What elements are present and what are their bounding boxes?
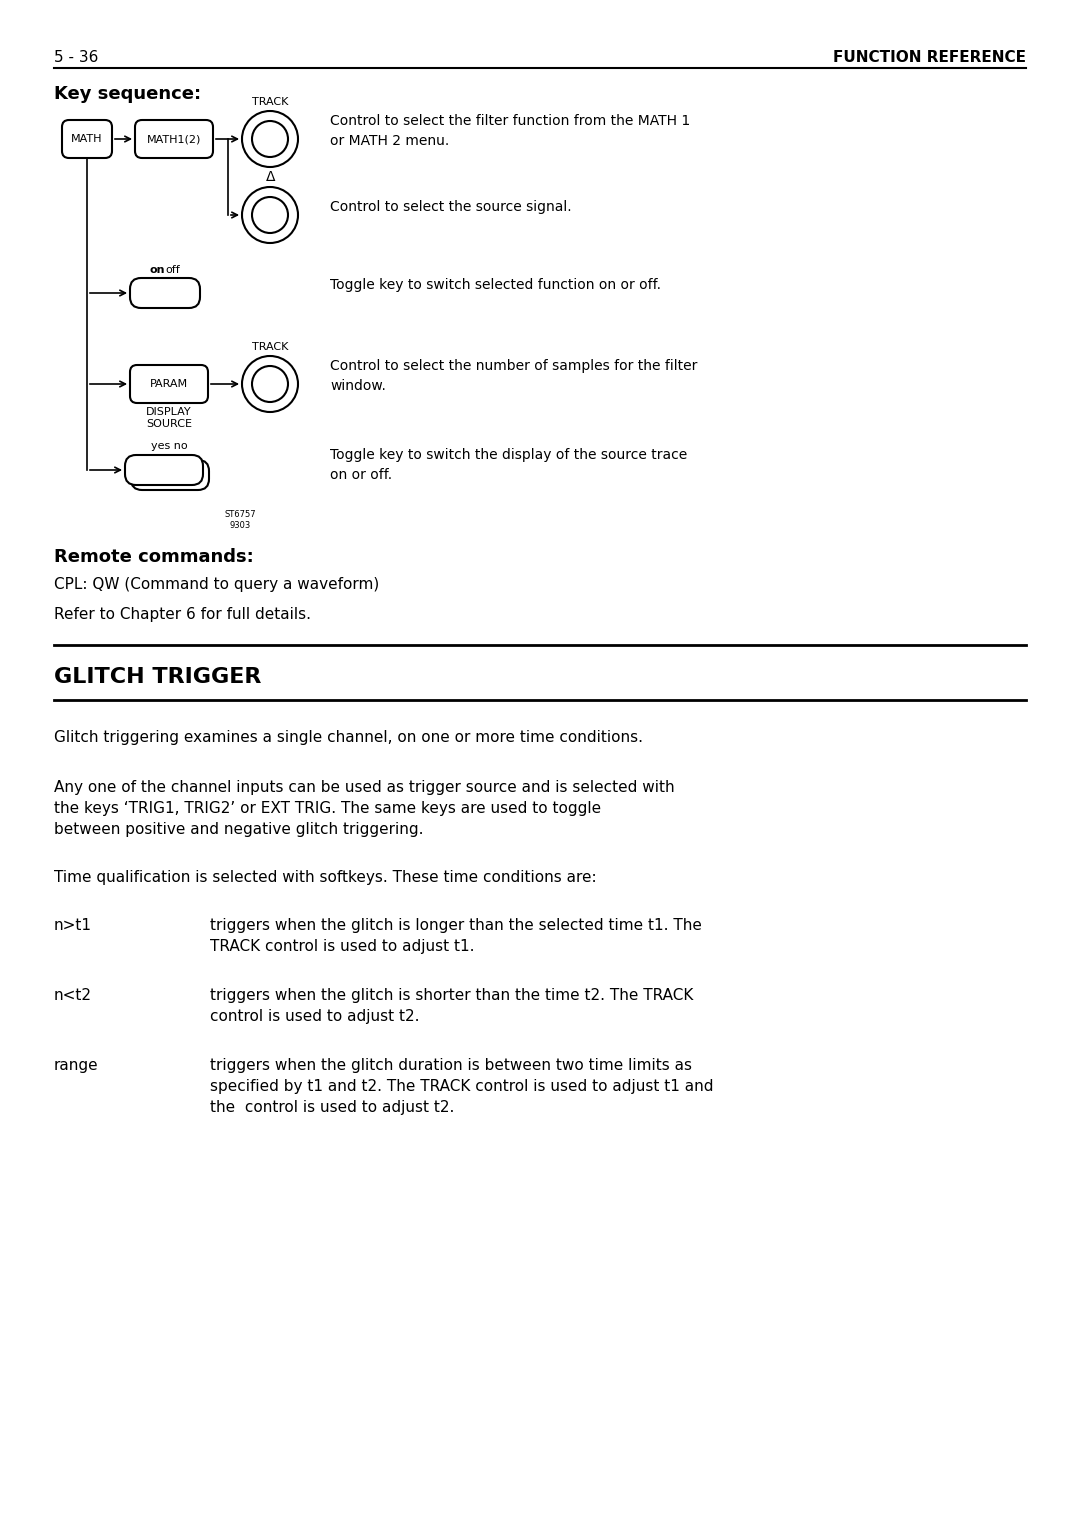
Text: n>t1: n>t1 xyxy=(54,917,92,933)
Text: Toggle key to switch the display of the source trace
on or off.: Toggle key to switch the display of the … xyxy=(330,448,687,482)
Text: Time qualification is selected with softkeys. These time conditions are:: Time qualification is selected with soft… xyxy=(54,870,596,885)
FancyBboxPatch shape xyxy=(62,119,112,157)
Text: off: off xyxy=(165,265,180,275)
Text: Δ: Δ xyxy=(267,170,275,183)
Text: range: range xyxy=(54,1058,98,1073)
Circle shape xyxy=(242,356,298,411)
Circle shape xyxy=(242,187,298,243)
Text: triggers when the glitch is shorter than the time t2. The TRACK
control is used : triggers when the glitch is shorter than… xyxy=(210,988,693,1024)
Text: Control to select the filter function from the MATH 1
or MATH 2 menu.: Control to select the filter function fr… xyxy=(330,115,690,148)
Text: Control to select the source signal.: Control to select the source signal. xyxy=(330,200,571,214)
Text: triggers when the glitch is longer than the selected time t1. The
TRACK control : triggers when the glitch is longer than … xyxy=(210,917,702,954)
FancyBboxPatch shape xyxy=(130,365,208,404)
Text: CPL: QW (Command to query a waveform): CPL: QW (Command to query a waveform) xyxy=(54,576,379,592)
Text: triggers when the glitch duration is between two time limits as
specified by t1 : triggers when the glitch duration is bet… xyxy=(210,1058,714,1115)
Circle shape xyxy=(242,112,298,167)
FancyBboxPatch shape xyxy=(131,460,210,489)
Text: Refer to Chapter 6 for full details.: Refer to Chapter 6 for full details. xyxy=(54,607,311,622)
Text: Control to select the number of samples for the filter
window.: Control to select the number of samples … xyxy=(330,359,698,393)
Text: PARAM: PARAM xyxy=(150,379,188,388)
Text: DISPLAY
SOURCE: DISPLAY SOURCE xyxy=(146,407,192,430)
Text: on: on xyxy=(149,265,165,275)
FancyBboxPatch shape xyxy=(135,119,213,157)
Text: MATH: MATH xyxy=(71,135,103,144)
Text: Remote commands:: Remote commands: xyxy=(54,547,254,566)
FancyBboxPatch shape xyxy=(130,278,200,307)
Text: TRACK: TRACK xyxy=(252,342,288,352)
Text: Key sequence:: Key sequence: xyxy=(54,86,201,102)
Text: n<t2: n<t2 xyxy=(54,988,92,1003)
Text: MATH1(2): MATH1(2) xyxy=(147,135,201,144)
FancyBboxPatch shape xyxy=(125,456,203,485)
Text: GLITCH TRIGGER: GLITCH TRIGGER xyxy=(54,667,261,687)
Circle shape xyxy=(252,121,288,157)
Text: Any one of the channel inputs can be used as trigger source and is selected with: Any one of the channel inputs can be use… xyxy=(54,780,675,836)
Text: TRACK: TRACK xyxy=(252,96,288,107)
Circle shape xyxy=(252,197,288,232)
Text: ST6757
9303: ST6757 9303 xyxy=(225,511,256,531)
Text: Glitch triggering examines a single channel, on one or more time conditions.: Glitch triggering examines a single chan… xyxy=(54,729,643,745)
Text: 5 - 36: 5 - 36 xyxy=(54,50,98,66)
Circle shape xyxy=(252,365,288,402)
Text: FUNCTION REFERENCE: FUNCTION REFERENCE xyxy=(833,50,1026,66)
Text: yes no: yes no xyxy=(151,440,187,451)
Text: Toggle key to switch selected function on or off.: Toggle key to switch selected function o… xyxy=(330,278,661,292)
